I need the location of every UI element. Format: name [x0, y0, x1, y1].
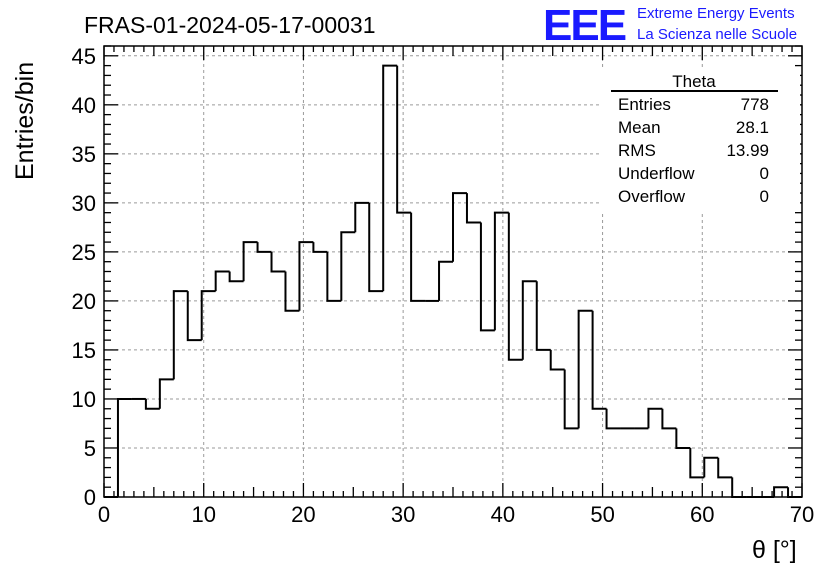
- histogram-bin: [787, 487, 802, 498]
- histogram-bin: [591, 310, 607, 410]
- x-tick-label: 70: [790, 502, 814, 527]
- run-title: FRAS-01-2024-05-17-00031: [84, 12, 376, 38]
- histogram-bin: [521, 280, 537, 360]
- histogram-bin: [144, 398, 160, 410]
- y-tick-label: 15: [72, 338, 96, 363]
- histogram-bin: [549, 349, 565, 371]
- histogram-bin: [410, 212, 426, 302]
- histogram-bin: [326, 251, 342, 302]
- y-tick-label: 35: [72, 142, 96, 167]
- x-axis-title: θ [°]: [752, 536, 797, 564]
- histogram-bin: [731, 477, 747, 498]
- histogram-bin: [200, 290, 216, 341]
- stats-label: Entries: [618, 95, 671, 114]
- histogram-bin: [605, 408, 621, 430]
- stats-label: Mean: [618, 118, 661, 137]
- eee-logo: EEE: [543, 1, 626, 50]
- histogram-bin: [452, 192, 467, 262]
- histogram-bin: [270, 251, 286, 273]
- stats-value: 28.1: [736, 118, 769, 137]
- stats-value: 778: [741, 95, 769, 114]
- histogram-bin: [661, 408, 677, 430]
- y-tick-label: 30: [72, 191, 96, 216]
- histogram-bin: [312, 242, 328, 253]
- y-tick-label: 25: [72, 240, 96, 265]
- plot-frame: [103, 45, 803, 498]
- histogram-bin: [479, 222, 495, 332]
- histogram-bin: [396, 65, 412, 214]
- histogram-bin: [689, 447, 705, 479]
- stats-label: Underflow: [618, 164, 695, 183]
- histogram-bin: [172, 290, 188, 380]
- stats-box-title: Theta: [672, 72, 716, 91]
- stats-label: RMS: [618, 141, 656, 160]
- stats-label: Overflow: [618, 187, 686, 206]
- histogram-bin: [675, 428, 691, 449]
- stats-value: 13.99: [726, 141, 769, 160]
- logo-line-2: La Scienza nelle Scuole: [637, 26, 797, 43]
- histogram-bin: [577, 309, 593, 429]
- histogram-bin: [465, 193, 481, 224]
- histogram-bin: [493, 211, 509, 331]
- axes: 0 10 20 30 40 50 60 70 0 5 10 15 20 25 30 35 40 45: [72, 44, 815, 527]
- logo-line-1: Extreme Energy Events: [637, 5, 795, 22]
- y-tick-label: 45: [72, 44, 96, 69]
- y-axis-title: Entries/bin: [11, 62, 39, 180]
- histogram-bin: [563, 369, 579, 430]
- y-tick-label: 20: [72, 289, 96, 314]
- histogram-bin: [773, 486, 789, 497]
- histogram-bin: [158, 378, 174, 409]
- y-tick-label: 5: [84, 436, 96, 461]
- y-tick-label: 40: [72, 93, 96, 118]
- stats-value: 0: [760, 187, 769, 206]
- histogram-bars: [104, 64, 802, 498]
- histogram-bin: [507, 212, 523, 361]
- histogram-bin: [214, 270, 230, 292]
- histogram-bin: [284, 271, 300, 312]
- x-tick-label: 50: [590, 502, 614, 527]
- histogram-bin: [340, 231, 356, 301]
- histogram-bin: [438, 260, 453, 301]
- x-tick-label: 60: [690, 502, 714, 527]
- histogram-bin: [382, 64, 398, 292]
- stats-value: 0: [760, 164, 769, 183]
- stats-box: Theta Entries 778 Mean 28.1 RMS 13.99 Underflo…: [602, 70, 800, 212]
- histogram-bin: [228, 271, 244, 283]
- histogram-bin: [186, 291, 202, 342]
- x-tick-label: 40: [491, 502, 515, 527]
- histogram-bin: [368, 202, 384, 293]
- histogram-bin: [703, 456, 719, 478]
- histogram-bin: [256, 242, 272, 253]
- histogram-bin: [535, 281, 551, 351]
- x-tick-label: 0: [98, 502, 110, 527]
- x-tick-label: 30: [391, 502, 415, 527]
- y-tick-label: 10: [72, 387, 96, 412]
- histogram-bin: [647, 407, 663, 429]
- histogram-bin: [242, 241, 258, 282]
- histogram-bin: [717, 457, 733, 479]
- x-tick-label: 10: [191, 502, 215, 527]
- x-tick-label: 20: [291, 502, 315, 527]
- y-tick-label: 0: [84, 485, 96, 510]
- histogram-bin: [354, 201, 370, 233]
- histogram-bin: [298, 241, 314, 311]
